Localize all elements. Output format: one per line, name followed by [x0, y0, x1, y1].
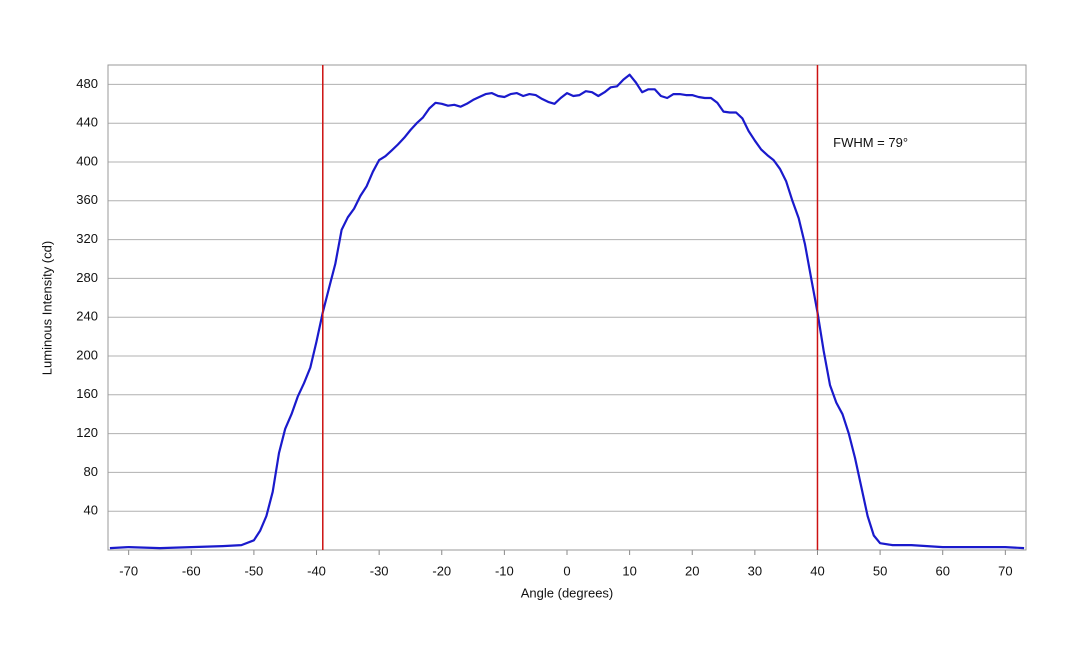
- y-tick-label: 400: [76, 153, 98, 168]
- y-tick-label: 40: [84, 503, 98, 518]
- x-axis-label: Angle (degrees): [521, 585, 614, 600]
- intensity-line: [109, 73, 1025, 550]
- x-tick-label: -70: [119, 563, 138, 578]
- x-tick-label: 50: [873, 563, 887, 578]
- x-tick-label: -50: [245, 563, 264, 578]
- y-tick-label: 200: [76, 347, 98, 362]
- y-tick-label: 80: [84, 464, 98, 479]
- annotation: FWHM = 79°: [833, 135, 908, 150]
- x-tick-label: 70: [998, 563, 1012, 578]
- x-tick-label: -10: [495, 563, 514, 578]
- y-tick-label: 320: [76, 231, 98, 246]
- x-tick-label: -30: [370, 563, 389, 578]
- x-tick-label: 20: [685, 563, 699, 578]
- x-tick-label: 30: [748, 563, 762, 578]
- y-axis-label: Luminous Intensity (cd): [39, 241, 54, 375]
- y-tick-label: 440: [76, 115, 98, 130]
- y-tick-label: 360: [76, 192, 98, 207]
- x-tick-label: -20: [432, 563, 451, 578]
- y-tick-label: 240: [76, 309, 98, 324]
- x-tick-label: -60: [182, 563, 201, 578]
- y-tick-label: 160: [76, 386, 98, 401]
- x-tick-label: -40: [307, 563, 326, 578]
- y-tick-label: 480: [76, 76, 98, 91]
- x-tick-label: 40: [810, 563, 824, 578]
- x-tick-label: 0: [563, 563, 570, 578]
- plot-frame: [107, 64, 1027, 551]
- y-tick-label: 120: [76, 425, 98, 440]
- x-tick-label: 10: [622, 563, 636, 578]
- x-tick-label: 60: [935, 563, 949, 578]
- y-tick-label: 280: [76, 270, 98, 285]
